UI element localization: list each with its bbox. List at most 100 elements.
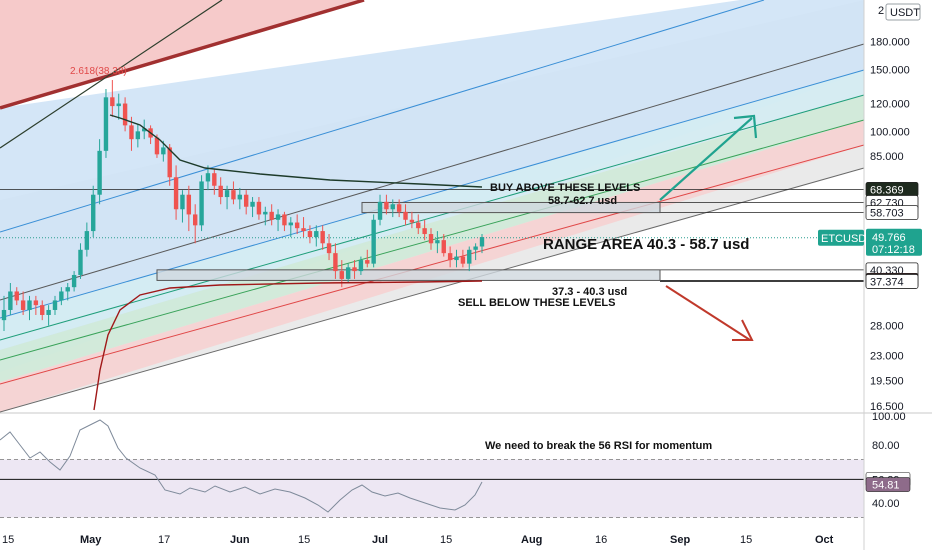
rsi-tick-label: 100.00 [872, 411, 906, 423]
countdown-label: 07:12:18 [872, 244, 915, 256]
price-tick-label: 2 [878, 5, 884, 17]
candle-body [416, 222, 421, 229]
candle-body [403, 211, 408, 220]
last-price-label: 49.766 [872, 232, 906, 244]
candle-body [122, 103, 128, 126]
candle-body [396, 204, 402, 212]
moving-averages [93, 114, 483, 411]
candle-body [428, 234, 434, 244]
up-arrow-shaft [659, 117, 753, 201]
ma-dark-line [109, 114, 483, 188]
candle-body [231, 190, 236, 200]
candle-body [422, 228, 427, 235]
candle-body [333, 253, 338, 272]
price-level-label: 37.374 [870, 276, 904, 288]
candle-body [365, 260, 370, 264]
candle-body [473, 246, 478, 250]
candle-body [180, 194, 185, 210]
candle-body [212, 173, 217, 186]
price-tick-label: 19.500 [870, 376, 904, 388]
candle-body [282, 214, 287, 226]
candle-body [33, 300, 39, 306]
rsi-tick-label: 80.00 [872, 440, 900, 452]
date-tick-label: 15 [740, 534, 752, 546]
candle-body [384, 201, 389, 210]
candle-body [218, 185, 223, 198]
date-tick-label: Oct [815, 534, 834, 546]
candle-body [1, 309, 7, 321]
candle-body [65, 287, 70, 292]
sell-below-note: SELL BELOW THESE LEVELS [458, 297, 615, 309]
candle-body [358, 260, 364, 272]
candle-body [14, 291, 19, 301]
candle-body [52, 300, 58, 310]
candle-body [371, 219, 376, 264]
date-tick-label: 17 [158, 534, 170, 546]
candle-body [301, 228, 306, 232]
up-arrow-head [733, 114, 758, 139]
candle-body [447, 253, 453, 261]
candle-body [224, 190, 230, 198]
steep-trendline [0, 0, 223, 149]
channel-mid-line [0, 43, 865, 301]
trend-lines [0, 0, 865, 413]
candle-body [256, 201, 262, 215]
fib-label: 2.618(38.38) [70, 66, 127, 77]
price-level-label: 58.703 [870, 208, 904, 220]
date-tick-label: Aug [521, 534, 542, 546]
candle-body [135, 131, 141, 140]
candle-body [186, 194, 192, 215]
candle-body [352, 267, 357, 272]
candle-body [20, 300, 26, 310]
candle-body [46, 309, 51, 315]
candle-body [237, 194, 243, 200]
candle-body [339, 271, 344, 279]
candle-body [479, 237, 485, 247]
candle-body [97, 150, 102, 195]
resistance-trendline [0, 0, 365, 110]
price-tick-label: 150.000 [870, 65, 910, 77]
price-tick-label: 100.000 [870, 126, 910, 138]
rsi-line [0, 419, 483, 513]
date-tick-label: 15 [298, 534, 310, 546]
rsi-tick-label: 40.00 [872, 498, 900, 510]
channel-bottom-line [0, 167, 865, 413]
candle-body [193, 214, 198, 226]
date-axis[interactable]: 15 May 17 Jun 15 Jul 15 Aug 16 Sep 15 Oct [2, 534, 834, 546]
candle-body [263, 211, 268, 215]
price-tick-label: 85.000 [870, 151, 904, 163]
price-tick-label: 16.500 [870, 401, 904, 413]
candle-body [161, 147, 166, 155]
candle-body [199, 181, 204, 226]
candle-body [71, 274, 77, 288]
price-tick-label: 180.000 [870, 37, 910, 49]
candle-body [460, 256, 466, 264]
candle-body [59, 291, 64, 301]
buy-range-note: 58.7-62.7 usd [548, 195, 617, 207]
candle-body [409, 219, 415, 223]
candle-body [441, 240, 446, 254]
annotations: 2.618(38.38) BUY ABOVE THESE LEVELS58.7-6… [70, 66, 758, 452]
price-axis[interactable]: 180.000 150.000 120.000 100.000 85.000 28.000… [818, 0, 922, 550]
date-tick-label: May [80, 534, 102, 546]
range-zones [156, 201, 661, 281]
candle-body [377, 201, 383, 220]
price-tick-label: 28.000 [870, 321, 904, 333]
candle-body [326, 243, 332, 254]
date-tick-label: Sep [670, 534, 690, 546]
date-tick-label: 15 [2, 534, 14, 546]
candle-body [110, 97, 115, 107]
candle-body [390, 204, 395, 210]
price-level-badge [865, 205, 919, 220]
date-tick-label: Jun [230, 534, 250, 546]
price-level-label: 68.369 [870, 184, 904, 196]
fan-line-2 [0, 94, 865, 341]
candle-body [320, 231, 325, 244]
rsi-level-label: 54.81 [872, 480, 900, 492]
buy-zone [361, 201, 661, 214]
candle-body [467, 249, 472, 264]
candle-body [250, 201, 255, 207]
candle-body [142, 128, 147, 132]
candle-body [103, 97, 109, 151]
